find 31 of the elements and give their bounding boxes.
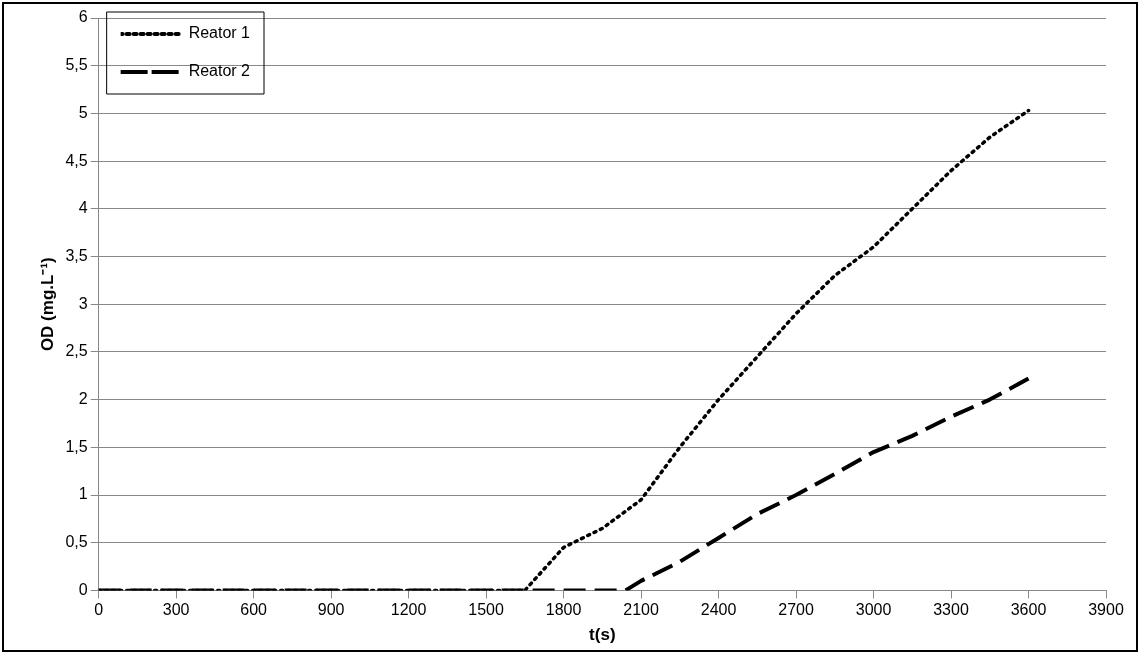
y-tick-label: 3,5 [65, 246, 88, 264]
y-tick-label: 2,5 [65, 342, 88, 360]
y-tick-label: 5,5 [65, 56, 88, 74]
x-tick-label: 300 [162, 601, 190, 619]
x-tick-label: 1200 [390, 601, 427, 619]
y-tick-label: 4 [78, 199, 88, 217]
x-axis-title: t(s) [589, 625, 616, 645]
legend-label: Reator 2 [188, 62, 251, 80]
x-tick-label: 3000 [855, 601, 892, 619]
y-tick-label: 6 [78, 8, 88, 26]
y-tick-label: 4,5 [65, 151, 88, 169]
x-tick-label: 3900 [1088, 601, 1124, 619]
x-tick-label: 1800 [545, 601, 582, 619]
y-tick-label: 1,5 [65, 437, 88, 455]
y-tick-label: 5 [78, 103, 88, 121]
x-tick-label: 1500 [468, 601, 504, 619]
x-tick-label: 2400 [700, 601, 737, 619]
y-tick-label: 0 [78, 580, 88, 598]
x-tick-label: 900 [317, 601, 345, 619]
x-tick-label: 600 [240, 601, 268, 619]
x-tick-label: 0 [94, 601, 104, 619]
y-tick-label: 3 [78, 294, 88, 312]
y-tick-label: 0,5 [65, 533, 88, 551]
y-tick-label: 1 [78, 485, 88, 503]
x-tick-label: 3300 [933, 601, 969, 619]
x-tick-label: 2100 [623, 601, 659, 619]
y-tick-label: 2 [78, 390, 88, 408]
y-axis-title: OD (mg.L⁻¹) [37, 257, 57, 352]
legend-label: Reator 1 [188, 24, 251, 42]
x-tick-label: 3600 [1010, 601, 1047, 619]
x-tick-label: 2700 [778, 601, 814, 619]
